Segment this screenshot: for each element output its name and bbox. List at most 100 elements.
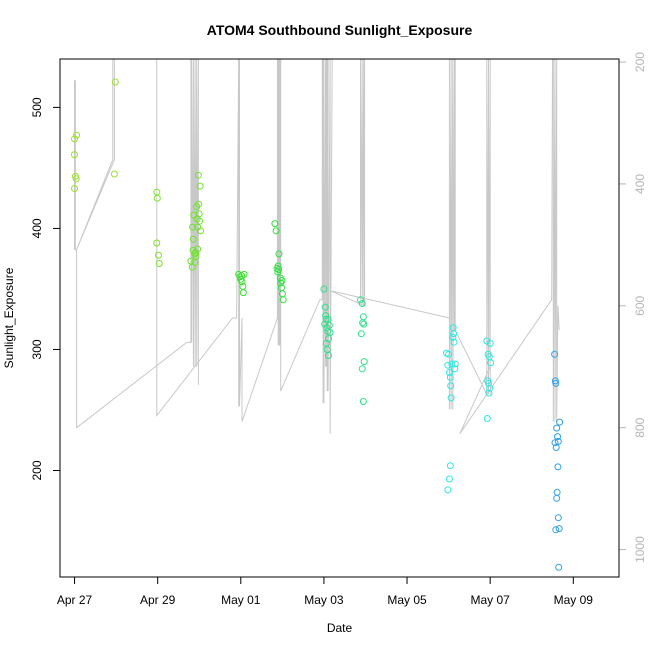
data-point [275,250,283,258]
data-point [554,437,562,445]
data-point [447,394,455,402]
series-line-path [74,58,560,435]
data-point [195,200,203,208]
data-point [73,131,81,139]
y-axis-label: Sunlight_Exposure [2,267,16,368]
data-point [360,358,368,366]
data-point [196,217,204,225]
plot-frame [59,58,620,578]
data-point [71,151,78,159]
data-point [359,398,367,405]
data-point [195,210,203,218]
data-point [240,270,248,278]
data-point [554,463,562,471]
data-point [447,382,455,390]
x-tick-label: May 09 [554,593,594,607]
data-point [274,262,282,270]
data-point [321,320,329,328]
data-point [552,526,560,534]
data-point [196,182,204,190]
data-point [445,369,453,376]
data-point [239,289,247,297]
data-point [357,296,364,304]
x-tick-label: May 07 [470,593,510,607]
scatter-points [71,78,564,571]
y-tick-label: 300 [30,339,44,359]
data-point [197,227,204,235]
data-point [192,252,200,260]
data-point [153,239,161,247]
data-point [321,303,329,311]
data-point [325,352,332,359]
data-point [552,379,560,387]
x-tick-label: Apr 29 [140,593,176,607]
y2-tick-label: 800 [633,417,647,437]
data-point [359,319,367,327]
data-point [555,525,563,533]
data-point [487,359,495,367]
y2-tick-label: 1000 [633,536,647,563]
data-point [556,418,564,426]
data-point [450,338,458,346]
data-point [278,277,286,284]
data-point [358,365,366,373]
y-tick-label: 500 [30,97,44,117]
data-point [357,330,365,338]
data-point [320,285,328,293]
x-tick-label: May 01 [221,593,261,607]
data-point [192,249,199,257]
data-point [553,424,561,432]
data-point [189,235,197,243]
x-tick-label: Apr 27 [57,593,93,607]
data-point [272,227,280,235]
data-point [446,373,454,381]
data-point [486,339,494,347]
data-point [554,433,561,441]
data-point [553,488,561,496]
data-point [155,260,163,267]
data-point [449,333,457,341]
data-point [194,171,202,179]
data-point [483,415,491,422]
data-point [194,245,202,253]
data-point [485,389,493,397]
data-point [451,360,459,368]
data-point [326,329,334,336]
data-point [450,330,458,338]
data-point [444,486,452,494]
data-point [553,494,561,502]
data-point [325,321,333,329]
data-point [110,170,118,178]
data-point [551,350,559,358]
data-point [445,350,453,358]
y-tick-label: 200 [30,460,44,480]
data-point [358,300,366,307]
y2-tick-label: 200 [633,52,647,72]
data-point [444,361,452,369]
data-point [279,296,287,304]
y-tick-label: 400 [30,218,44,238]
data-point [271,220,279,228]
data-point [238,278,246,286]
x-tick-label: May 05 [387,593,427,607]
data-point [360,320,368,328]
data-point [552,444,560,451]
x-axis-label: Date [327,621,353,635]
data-point [446,462,454,470]
y2-tick-label: 600 [633,295,647,315]
data-point [153,194,161,202]
data-point [485,379,492,387]
data-point [111,78,119,86]
data-point [451,365,459,373]
data-point [551,439,559,447]
right-axis-series-line [74,58,560,435]
x-tick-label: May 03 [304,593,344,607]
data-point [72,175,80,183]
data-point [322,315,330,323]
chart-title: ATOM4 Southbound Sunlight_Exposure [207,22,473,38]
data-point [554,514,562,522]
data-point [275,266,283,274]
data-point [486,384,494,392]
data-point [555,563,563,571]
